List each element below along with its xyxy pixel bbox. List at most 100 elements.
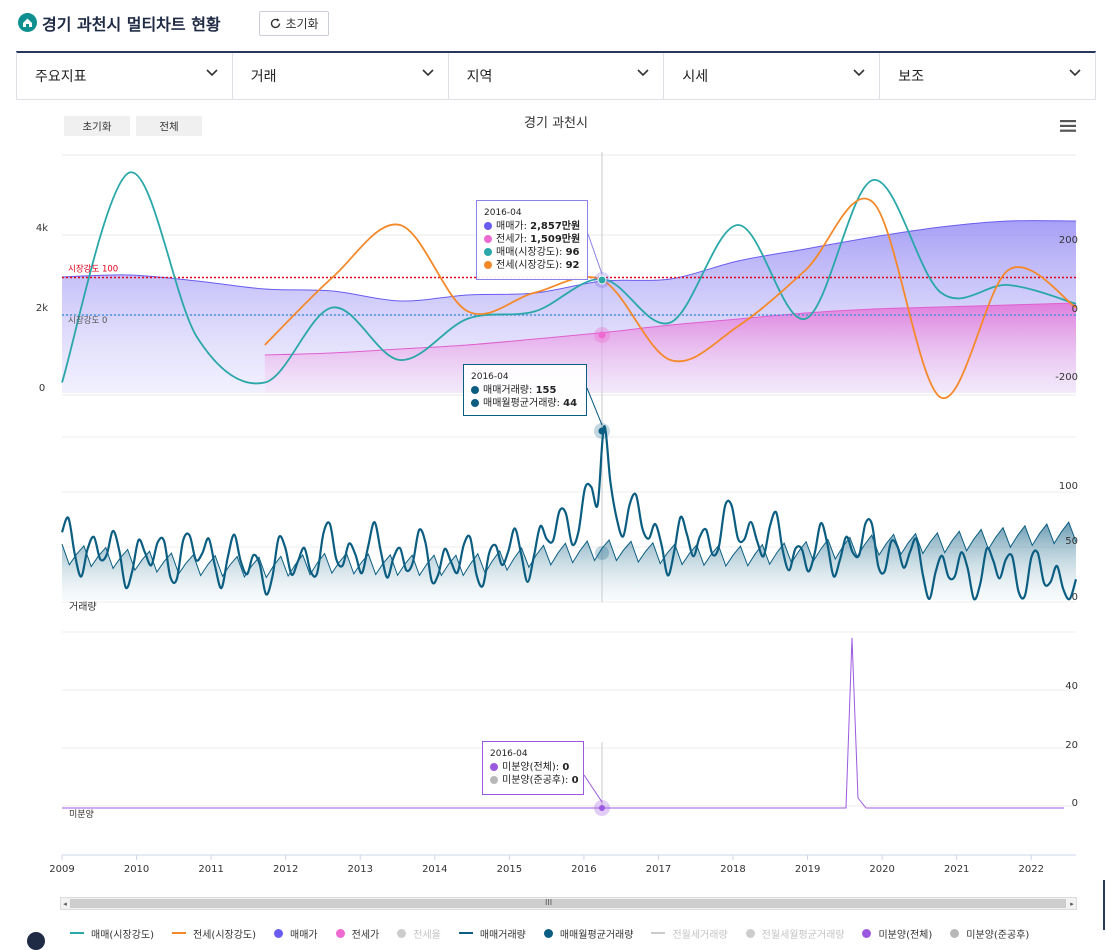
tooltip-label: 매매(시장강도): <box>496 247 566 258</box>
tooltip-row: 매매월평균거래량: 44 <box>471 397 579 410</box>
tooltip-dot <box>484 261 492 269</box>
tooltip-row: 매매가: 2,857만원 <box>484 220 580 233</box>
tooltip-rows: 매매거래량: 155 매매월평균거래량: 44 <box>471 384 579 410</box>
legend-item[interactable]: 매매(시장강도) <box>70 926 154 941</box>
category-tabbar: 주요지표 거래 지역 시세 보조 <box>16 51 1096 100</box>
legend-line-icon <box>458 932 473 934</box>
tooltip-value: 44 <box>563 398 578 409</box>
tab-label: 거래 <box>250 69 277 85</box>
chevron-down-icon <box>637 69 649 77</box>
tab-main-indicators[interactable]: 주요지표 <box>17 53 233 99</box>
legend-label: 전월세거래량 <box>672 929 728 941</box>
y-right-tick-label: 0 <box>1072 798 1078 809</box>
hover-marker <box>599 805 605 811</box>
tooltip-price: 2016-04 매매가: 2,857만원 전세가: 1,509만원 매매(시장강도)… <box>476 200 588 280</box>
tooltip-dot <box>490 763 498 771</box>
legend-item[interactable]: 미분양(준공후) <box>950 926 1029 941</box>
legend-item[interactable]: 전월세거래량 <box>651 926 728 941</box>
legend-label: 전세(시장강도) <box>193 929 257 941</box>
legend-item[interactable]: 매매가 <box>274 926 318 941</box>
page-title: 경기 과천시 멀티차트 현황 <box>42 15 221 34</box>
legend-item[interactable]: 매매거래량 <box>458 926 526 941</box>
y-right-tick-label: 200 <box>1059 235 1078 246</box>
y-left-tick-label: 0 <box>39 383 45 394</box>
legend-item[interactable]: 전세율 <box>397 926 441 941</box>
y-right-tick-label: 50 <box>1065 536 1078 547</box>
legend-item[interactable]: 매매월평균거래량 <box>543 926 634 941</box>
chart-menu-icon[interactable] <box>1060 120 1076 132</box>
tab-region[interactable]: 지역 <box>449 53 665 99</box>
hover-marker <box>598 427 606 435</box>
scroll-left-arrow-icon[interactable]: ◂ <box>63 899 67 908</box>
y-right-tick-label: 0 <box>1072 592 1078 603</box>
series-area-매매월평균거래량 <box>62 522 1076 600</box>
legend-label: 매매가 <box>290 929 318 941</box>
tooltip-dot <box>484 235 492 243</box>
tab-label: 지역 <box>466 69 493 85</box>
tab-price[interactable]: 시세 <box>664 53 881 99</box>
y-right-tick-label: 20 <box>1065 740 1078 751</box>
x-tick-label: 2018 <box>720 864 745 875</box>
tooltip-row: 전세가: 1,509만원 <box>484 233 580 246</box>
x-tick-label: 2015 <box>497 864 522 875</box>
legend-label: 미분양(준공후) <box>966 929 1030 941</box>
legend-line-icon <box>172 932 187 934</box>
series-line-전세가 <box>264 302 1077 356</box>
page-header: 경기 과천시 멀티차트 현황 초기화 <box>0 0 1106 46</box>
tooltip-connector <box>583 774 603 803</box>
legend-item[interactable]: 전세가 <box>335 926 380 941</box>
tab-label: 시세 <box>682 69 709 85</box>
chart-reset-button[interactable]: 초기화 <box>64 116 130 136</box>
tooltip-value: 0 <box>571 775 579 786</box>
tooltip-volume: 2016-04 매매거래량: 155 매매월평균거래량: 44 <box>463 364 587 416</box>
legend-line-icon <box>651 932 666 934</box>
legend-label: 매매월평균거래량 <box>559 929 634 941</box>
hover-marker <box>594 800 610 816</box>
scroll-right-arrow-icon[interactable]: ▸ <box>1070 899 1074 908</box>
legend-item[interactable]: 전월세월평균거래량 <box>745 926 844 941</box>
legend-dot-icon <box>274 928 284 938</box>
tooltip-value: 0 <box>562 762 570 773</box>
chart-legend: 매매(시장강도) 전세(시장강도) 매매가 전세가 전세율 매매거래량 매매월평균거래량 전월… <box>70 922 1090 944</box>
y-right-tick-label: 0 <box>1072 304 1078 315</box>
hover-marker <box>594 423 610 439</box>
legend-label: 전세가 <box>351 929 380 941</box>
y-left-tick-label: 4k <box>36 223 48 234</box>
x-tick-label: 2019 <box>795 864 820 875</box>
chart-scrollbar[interactable]: ◂ III ▸ <box>60 897 1077 910</box>
x-tick-label: 2021 <box>944 864 969 875</box>
scrollbar-thumb[interactable]: III <box>70 898 1066 908</box>
chevron-down-icon <box>1069 69 1081 77</box>
side-scroll-indicator <box>1103 880 1105 930</box>
reset-button[interactable]: 초기화 <box>259 11 329 36</box>
x-tick-label: 2017 <box>646 864 671 875</box>
tooltip-dot <box>471 399 479 407</box>
tooltip-value: 2,857만원 <box>530 221 581 232</box>
tooltip-label: 전세가: <box>496 234 531 245</box>
series-line-매매월평균거래량 <box>61 521 1077 579</box>
legend-dot-icon <box>950 928 960 938</box>
tab-trade[interactable]: 거래 <box>233 53 449 99</box>
tab-label: 주요지표 <box>35 69 87 85</box>
tooltip-row: 미분양(준공후): 0 <box>490 774 579 787</box>
chart-all-button[interactable]: 전체 <box>136 116 202 136</box>
grip-icon: III <box>545 898 553 907</box>
tooltip-connector <box>586 387 603 426</box>
legend-label: 전세율 <box>413 929 441 941</box>
tooltip-row: 미분양(전체): 0 <box>490 761 576 774</box>
legend-dot-icon <box>543 928 553 938</box>
tooltip-connector <box>587 233 603 275</box>
x-tick-label: 2011 <box>198 864 223 875</box>
home-logo-icon <box>18 13 37 32</box>
tooltip-row: 매매거래량: 155 <box>471 384 579 397</box>
tooltip-label: 미분양(전체): <box>502 762 563 773</box>
series-area-전세가 <box>264 303 1076 393</box>
legend-item[interactable]: 전세(시장강도) <box>172 926 256 941</box>
legend-dot-icon <box>745 928 755 938</box>
panel-label-미분양: 미분양 <box>69 809 94 820</box>
legend-label: 매매거래량 <box>479 929 526 941</box>
legend-label: 매매(시장강도) <box>91 929 155 941</box>
tab-auxiliary[interactable]: 보조 <box>880 53 1095 99</box>
legend-item[interactable]: 미분양(전체) <box>862 926 932 941</box>
